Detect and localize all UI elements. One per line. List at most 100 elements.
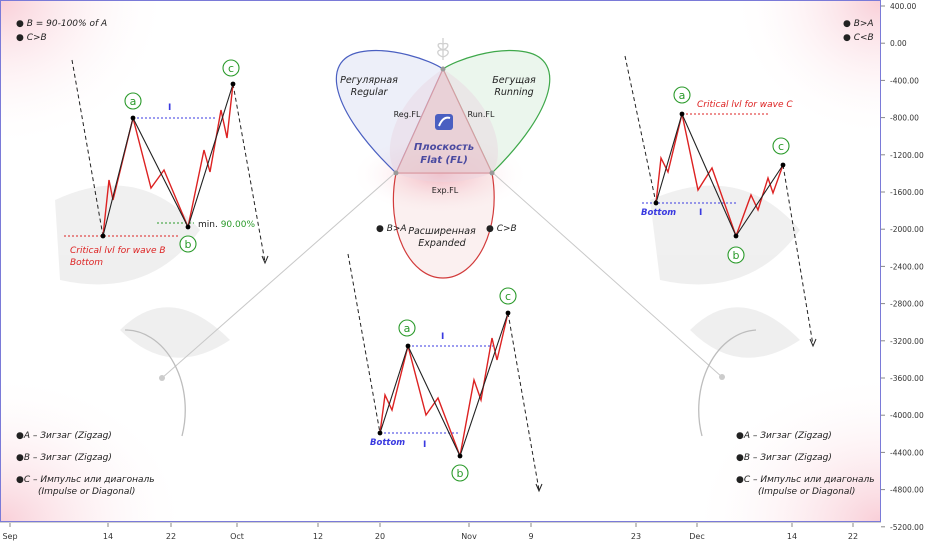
- y-axis[interactable]: 400.00 0.00 -400.00 -800.00 -1200.00 -1600.00…: [881, 2, 924, 532]
- wave-label-b: b: [733, 249, 740, 262]
- arrow-head: [809, 338, 817, 348]
- y-tick-label: 0.00: [890, 39, 907, 48]
- arc-right: [698, 329, 757, 437]
- critical-label-bottom: Bottom: [70, 258, 103, 268]
- pivot-point: [733, 233, 739, 239]
- logo-icon: [435, 114, 453, 130]
- x-axis[interactable]: Sep 14 22 Oct 12 20 Nov 9 23 Dec 14 22: [2, 523, 858, 541]
- pivot-point: [780, 162, 786, 168]
- wave-path-red: [655, 113, 683, 204]
- critical-label-c: Critical lvl for wave C: [697, 100, 793, 110]
- x-tick-label: Oct: [230, 532, 244, 541]
- x-tick-label: Nov: [461, 532, 477, 541]
- pivot-point: [130, 115, 136, 121]
- y-tick-label: -1200.00: [890, 151, 924, 160]
- wave-label-circle: [222, 59, 240, 77]
- y-tick-label: -4400.00: [890, 448, 924, 457]
- venn-vertex: [393, 170, 399, 176]
- wave-label-circle: [727, 246, 745, 264]
- venn-regular-ru: Регулярная: [340, 75, 398, 86]
- wave-label-c: c: [505, 290, 511, 303]
- trend-dashed: [71, 59, 104, 237]
- venn-running: [442, 50, 551, 175]
- note-top-right-2: ● C<B: [843, 33, 874, 43]
- venn-expanded: [392, 172, 495, 279]
- bottom-label: Bottom: [641, 208, 676, 218]
- wave-path-red: [681, 113, 737, 237]
- wave-path-red: [459, 312, 509, 457]
- wave-label-circle: [673, 86, 691, 104]
- y-tick-label: -2400.00: [890, 262, 924, 271]
- y-tick-label: 400.00: [890, 2, 916, 11]
- connector-dot: [159, 375, 165, 381]
- y-tick-label: -4800.00: [890, 486, 924, 495]
- venn-labels: Регулярная Regular Бегущая Running Reg.F…: [340, 75, 536, 249]
- y-tick-label: -5200.00: [890, 523, 924, 532]
- marker-i: I: [441, 332, 444, 342]
- x-tick-label: 20: [375, 532, 385, 541]
- pivot-point: [405, 343, 411, 349]
- wave-path-black: [102, 83, 234, 237]
- venn-diagram: [335, 38, 551, 279]
- x-axis-panel[interactable]: [0, 523, 881, 550]
- y-tick-label: -400.00: [890, 76, 919, 85]
- pattern-expanded: I I a b c Bottom: [347, 253, 543, 493]
- wave-path-black: [655, 112, 784, 238]
- y-tick-label: -1600.00: [890, 188, 924, 197]
- x-tick-label: 22: [166, 532, 176, 541]
- wave-path-red: [132, 117, 189, 228]
- venn-exp-fl: Exp.FL: [432, 186, 459, 195]
- connector-right: [492, 172, 723, 378]
- x-tick-label: 14: [103, 532, 113, 541]
- y-axis-panel[interactable]: [881, 0, 932, 550]
- x-tick-label: 9: [528, 532, 533, 541]
- wave-label-circle: [772, 137, 790, 155]
- venn-vertex: [489, 170, 495, 176]
- critical-label-b: Critical lvl for wave B: [70, 246, 166, 256]
- wave-label-a: a: [679, 89, 686, 102]
- wave-path-red: [735, 164, 784, 237]
- wave-label-c: c: [228, 62, 234, 75]
- pivot-point: [185, 224, 191, 230]
- note-top-left-2: ● C>B: [16, 33, 47, 43]
- venn-vertex: [440, 66, 446, 72]
- y-tick-label: -2000.00: [890, 225, 924, 234]
- venn-running-ru: Бегущая: [492, 75, 536, 86]
- x-tick-label: 14: [787, 532, 797, 541]
- y-tick-label: -2800.00: [890, 300, 924, 309]
- pivot-point: [653, 200, 659, 206]
- venn-c-gt-b: ● C>B: [486, 224, 517, 234]
- marker-i: I: [423, 440, 426, 450]
- arrow-head: [261, 255, 269, 265]
- x-tick-label: Dec: [689, 532, 704, 541]
- venn-center-en: Flat (FL): [420, 155, 468, 166]
- connector-left: [161, 172, 396, 379]
- venn-center-ru: Плоскость: [414, 142, 474, 153]
- pivot-point: [679, 111, 685, 117]
- wave-label-circle: [124, 92, 142, 110]
- wave-label-b: b: [185, 238, 192, 251]
- bottom-label: Bottom: [370, 438, 405, 448]
- wave-label-circle: [499, 287, 517, 305]
- y-tick-label: -3200.00: [890, 337, 924, 346]
- marker-i: I: [699, 208, 702, 218]
- wave-label-a: a: [130, 95, 137, 108]
- legend-right-3: ●C – Импульс или диагональ: [736, 475, 875, 485]
- x-tick-label: 12: [313, 532, 323, 541]
- wave-path-black: [379, 312, 509, 458]
- x-tick-label: 23: [631, 532, 641, 541]
- min-label: min. 90.00%: [198, 220, 255, 230]
- venn-expanded-ru: Расширенная: [408, 226, 476, 237]
- marker-i: I: [168, 103, 171, 113]
- legend-left-2: ●B – Зигзаг (Zigzag): [16, 453, 112, 463]
- wave-path-red: [407, 345, 461, 457]
- connector-dot: [719, 374, 725, 380]
- y-tick-label: -800.00: [890, 114, 919, 123]
- legend-left-1: ●A – Зигзаг (Zigzag): [16, 431, 112, 441]
- leaf-icon: [437, 38, 449, 60]
- pivot-point: [230, 81, 236, 87]
- wave-label-circle: [451, 464, 469, 482]
- pivot-point: [377, 430, 383, 436]
